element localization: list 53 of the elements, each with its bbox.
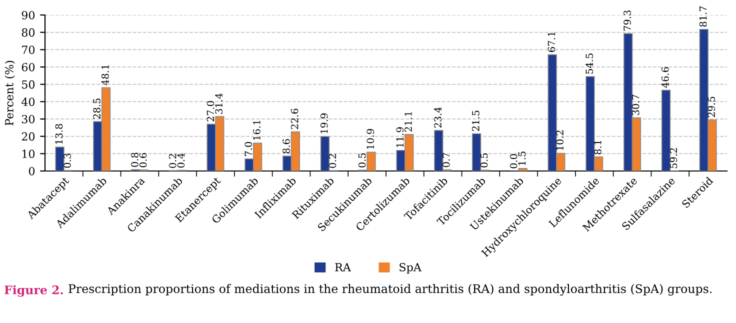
bar — [661, 90, 671, 171]
data-label: 16.1 — [253, 120, 260, 140]
data-label: 0.2 — [168, 154, 176, 168]
y-tick-label: 50 — [22, 80, 35, 89]
data-label: 19.9 — [320, 113, 328, 134]
text: Prescription proportions of mediations in the rheumatoid arthritis (RA) and spondyloarthritis (SpA) groups. — [68, 284, 712, 296]
data-label: 23.4 — [434, 107, 442, 128]
bar — [518, 168, 528, 171]
y-tick-label: 60 — [22, 62, 35, 72]
data-label: 28.5 — [93, 98, 100, 119]
data-label: 7.0 — [244, 142, 252, 156]
data-label: 8.1 — [594, 140, 602, 154]
data-label: 81.7 — [699, 6, 707, 27]
data-label: 29.5 — [708, 96, 716, 118]
data-label: 48.1 — [101, 65, 109, 86]
data-label: 0.0 — [510, 154, 518, 168]
text: 59.2 — [670, 148, 678, 168]
data-label: 8.6 — [282, 139, 290, 154]
data-label: 0.4 — [177, 153, 185, 168]
data-label: 0.7 — [442, 152, 450, 168]
data-label: 0.6 — [139, 153, 147, 168]
legend-label: RA — [335, 263, 352, 272]
y-axis-title: Percent (%) — [4, 60, 16, 126]
y-tick-label: 20 — [22, 132, 35, 141]
data-label: 0.2 — [328, 154, 336, 168]
y-tick-label: 80 — [22, 28, 35, 37]
data-label: 0.8 — [131, 152, 138, 167]
data-label: 22.6 — [290, 108, 298, 130]
y-tick-label: 40 — [21, 98, 35, 106]
data-label: 79.3 — [624, 10, 631, 31]
data-label: 1.5 — [518, 152, 526, 166]
y-tick-label: 30 — [22, 114, 35, 124]
legend-label: SpA — [400, 262, 422, 274]
y-tick-label: 10 — [22, 150, 35, 158]
data-label: 21.5 — [472, 110, 480, 131]
data-label: 0.5 — [480, 153, 488, 168]
data-label: 27.0 — [206, 101, 214, 122]
data-label: 10.9 — [366, 129, 374, 149]
data-label: 21.1 — [404, 112, 412, 132]
y-tick-label: 0 — [28, 166, 35, 176]
data-label: 0.3 — [64, 154, 71, 168]
data-label: 30.7 — [632, 94, 640, 115]
data-label: 10.2 — [556, 130, 564, 150]
y-tick-label: 70 — [22, 46, 35, 54]
data-label: 0.5 — [358, 153, 366, 168]
data-label: 13.8 — [55, 124, 63, 144]
y-tick-label: 90 — [22, 10, 35, 20]
data-label: 54.5 — [586, 54, 594, 74]
data-label: 31.4 — [215, 93, 222, 114]
data-label: 67.1 — [548, 32, 556, 52]
data-label: 11.9 — [396, 127, 404, 148]
caption: Figure 2. — [4, 285, 63, 297]
data-label: 46.6 — [661, 67, 669, 88]
